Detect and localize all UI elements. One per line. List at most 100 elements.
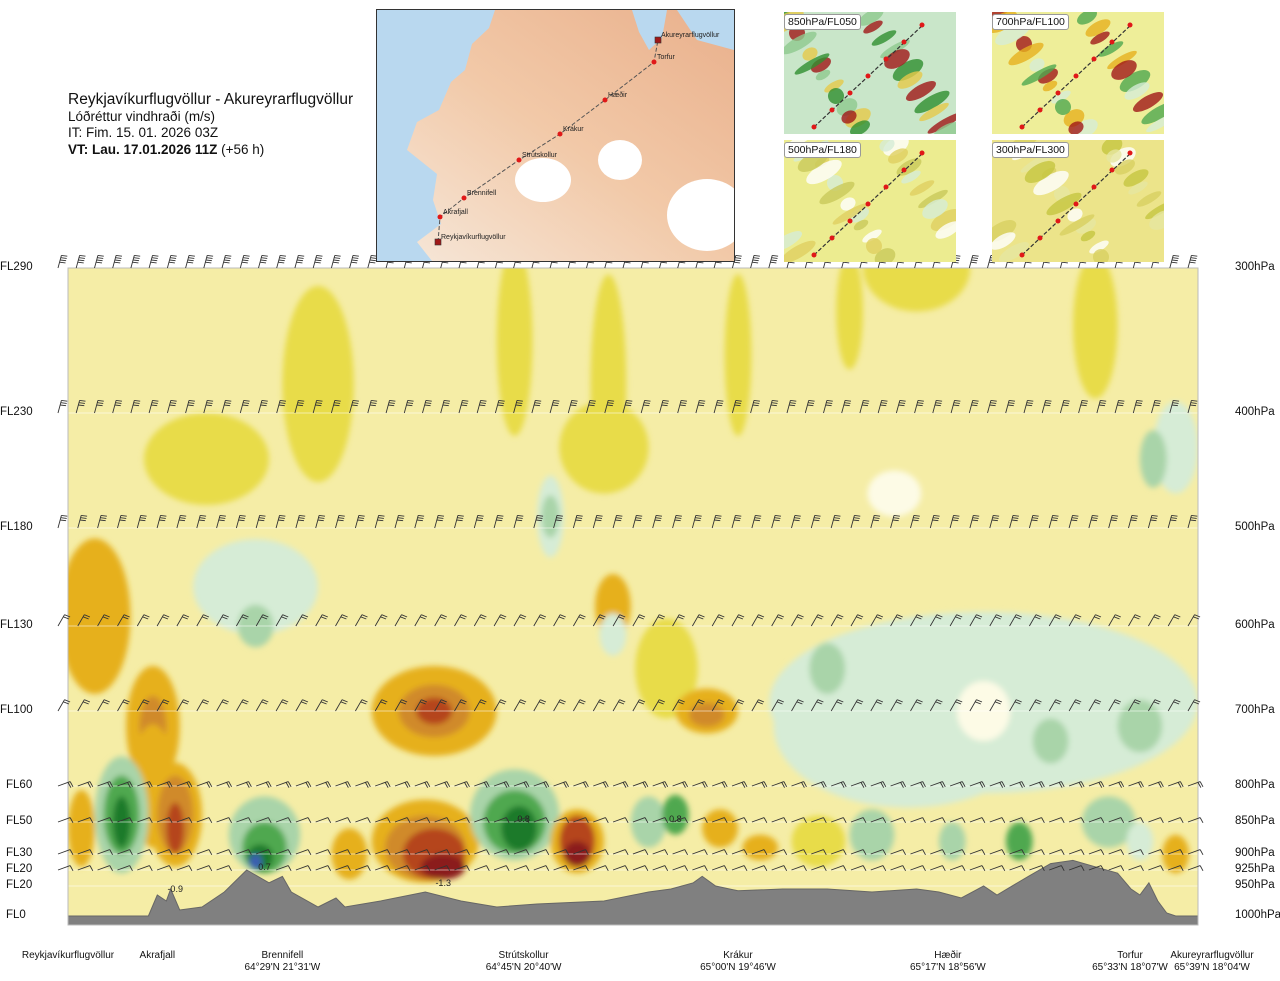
barb-feather: [225, 254, 232, 257]
barb-feather: [599, 699, 606, 703]
wind-barb: [771, 514, 782, 529]
wind-barb: [1114, 399, 1125, 414]
barb-feather: [298, 519, 305, 522]
thumbnail-waypoint: [919, 150, 925, 156]
barb-feather: [1026, 404, 1033, 407]
barb-feather: [479, 402, 486, 404]
wind-barb: [1128, 781, 1144, 788]
thumbnail-field: [909, 180, 935, 196]
thumbnail-850[interactable]: 850hPa/FL050: [784, 12, 956, 134]
barb-feather: [556, 517, 563, 519]
wind-barb: [533, 514, 544, 529]
barb-feather: [228, 817, 232, 824]
barb-feather: [224, 259, 231, 262]
barb-feather: [384, 782, 389, 788]
barb-staff: [275, 817, 289, 823]
flight-level-label: FL20: [6, 863, 33, 875]
barb-feather: [280, 254, 287, 257]
barb-feather: [188, 254, 195, 257]
barb-staff: [751, 817, 765, 823]
barb-feather: [140, 514, 147, 517]
barb-feather: [576, 514, 583, 517]
thumbnail-field: [840, 197, 856, 211]
wind-barb: [850, 699, 864, 712]
barb-feather: [882, 781, 887, 788]
barb-feather: [1034, 701, 1041, 705]
barb-feather: [862, 404, 869, 407]
barb-feather: [261, 257, 268, 259]
barb-feather: [704, 817, 708, 824]
barb-feather: [801, 782, 805, 788]
wind-barb: [1108, 514, 1119, 529]
barb-feather: [476, 519, 483, 522]
barb-feather: [758, 699, 765, 703]
barb-staff: [493, 849, 507, 855]
barb-feather: [715, 514, 722, 517]
barb-staff: [890, 849, 903, 855]
barb-feather: [109, 781, 113, 788]
wind-barb: [136, 614, 150, 627]
barb-feather: [1120, 781, 1125, 788]
barb-feather: [1174, 699, 1181, 703]
thumbnail-field: [1042, 80, 1058, 92]
thumbnail-300[interactable]: 300hPa/FL300: [992, 140, 1164, 262]
barb-feather: [823, 865, 827, 872]
wind-barb: [335, 849, 351, 856]
wind-barb: [692, 865, 708, 872]
barb-feather: [479, 701, 486, 705]
wind-barb: [335, 781, 351, 788]
valid-time-line: VT: Lau. 17.01.2026 11Z (+56 h): [68, 141, 353, 158]
barb-feather: [1160, 781, 1164, 788]
wind-barb: [1187, 614, 1201, 627]
thumbnail-700[interactable]: 700hPa/FL100: [992, 12, 1164, 134]
wind-barb: [969, 781, 986, 788]
barb-feather: [397, 519, 404, 522]
barb-feather: [322, 699, 328, 703]
barb-feather: [183, 699, 190, 703]
barb-staff: [910, 865, 923, 871]
flight-level-label: FL290: [0, 261, 33, 273]
barb-feather: [97, 402, 104, 404]
wind-barb: [930, 849, 946, 856]
barb-feather: [388, 402, 395, 404]
barb-feather: [917, 399, 924, 402]
wind-barb: [949, 614, 963, 627]
flight-level-label: FL30: [6, 847, 33, 859]
barb-feather: [698, 614, 705, 618]
field-region: [791, 815, 846, 867]
wind-barb: [57, 399, 68, 414]
barb-feather: [1011, 519, 1018, 522]
barb-feather: [664, 817, 669, 824]
barb-feather: [717, 616, 724, 620]
wind-barb: [216, 514, 226, 529]
barb-feather: [1094, 616, 1100, 620]
barb-feather: [961, 865, 966, 872]
thumbnail-500[interactable]: 500hPa/FL180: [784, 140, 956, 262]
barb-feather: [377, 517, 384, 519]
barb-feather: [659, 614, 665, 618]
barb-feather: [143, 699, 150, 703]
barb-feather: [813, 519, 820, 522]
barb-feather: [1012, 514, 1019, 517]
barb-feather: [367, 865, 371, 872]
plot-frame: [67, 267, 1199, 926]
barb-feather: [533, 261, 540, 264]
barb-feather: [248, 781, 252, 788]
barb-feather: [657, 616, 664, 620]
barb-feather: [952, 519, 959, 522]
barb-feather: [916, 614, 923, 618]
wind-barb: [1108, 699, 1121, 712]
barb-feather: [873, 517, 880, 519]
wind-barb: [711, 614, 725, 627]
barb-feather: [459, 701, 466, 705]
barb-feather: [462, 399, 469, 402]
flight-level-label: FL0: [6, 909, 26, 921]
wind-barb: [94, 399, 104, 414]
barb-staff: [156, 865, 170, 871]
barb-feather: [695, 517, 702, 519]
wind-barb: [932, 399, 943, 414]
wind-barb: [1068, 849, 1085, 856]
barb-feather: [817, 699, 824, 703]
wind-barb: [97, 514, 107, 529]
barb-feather: [996, 614, 1003, 618]
